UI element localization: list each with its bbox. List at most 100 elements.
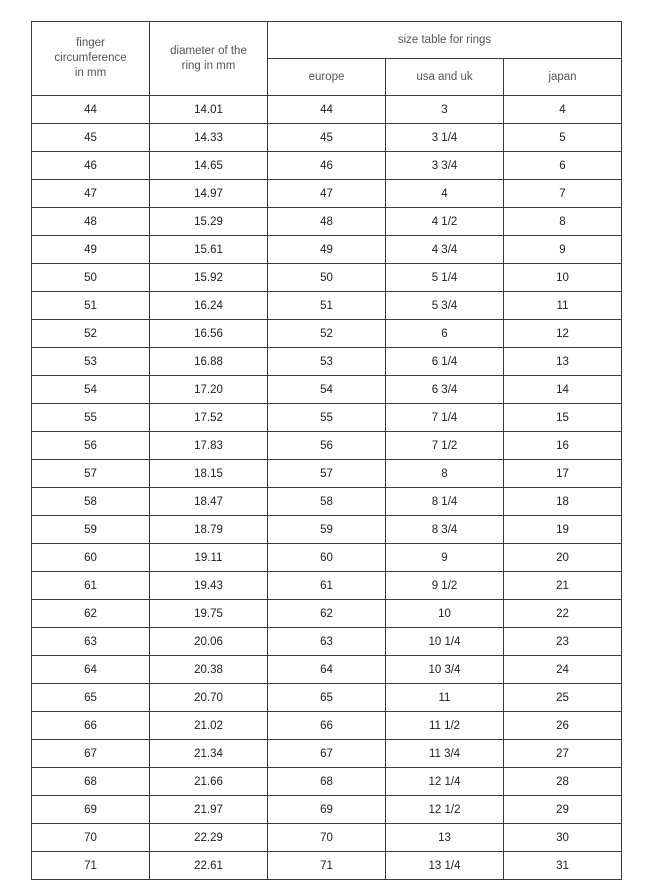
cell-japan: 23: [502, 627, 623, 656]
cell-diameter: 16.88: [149, 347, 268, 376]
cell-europe: 44: [267, 95, 386, 124]
cell-europe: 70: [267, 823, 386, 852]
cell-europe: 55: [267, 403, 386, 432]
cell-finger-circumference: 45: [31, 123, 150, 152]
cell-japan: 10: [502, 263, 623, 292]
cell-finger-circumference: 71: [31, 851, 150, 880]
cell-finger-circumference: 51: [31, 291, 150, 320]
cell-diameter: 19.43: [149, 571, 268, 600]
cell-europe: 49: [267, 235, 386, 264]
cell-europe: 63: [267, 627, 386, 656]
cell-usa-uk: 11 1/2: [385, 711, 504, 740]
cell-finger-circumference: 69: [31, 795, 150, 824]
table-row: 65 20.70 65 11 25: [31, 683, 623, 712]
table-row: 53 16.88 53 6 1/4 13: [31, 347, 623, 376]
cell-japan: 14: [502, 375, 623, 404]
cell-usa-uk: 9 1/2: [385, 571, 504, 600]
cell-diameter: 20.38: [149, 655, 268, 684]
cell-usa-uk: 13 1/4: [385, 851, 504, 880]
table-row: 61 19.43 61 9 1/2 21: [31, 571, 623, 600]
cell-diameter: 21.02: [149, 711, 268, 740]
cell-europe: 52: [267, 319, 386, 348]
cell-finger-circumference: 52: [31, 319, 150, 348]
header-europe: europe: [267, 58, 386, 96]
cell-japan: 15: [502, 403, 623, 432]
cell-europe: 58: [267, 487, 386, 516]
table-row: 64 20.38 64 10 3/4 24: [31, 655, 623, 684]
cell-europe: 46: [267, 151, 386, 180]
cell-finger-circumference: 46: [31, 151, 150, 180]
cell-japan: 25: [502, 683, 623, 712]
table-row: 47 14.97 47 4 7: [31, 179, 623, 208]
table-row: 69 21.97 69 12 1/2 29: [31, 795, 623, 824]
cell-diameter: 15.92: [149, 263, 268, 292]
table-row: 57 18.15 57 8 17: [31, 459, 623, 488]
cell-japan: 31: [502, 851, 623, 880]
cell-usa-uk: 12 1/2: [385, 795, 504, 824]
cell-europe: 51: [267, 291, 386, 320]
cell-finger-circumference: 61: [31, 571, 150, 600]
cell-diameter: 16.24: [149, 291, 268, 320]
cell-usa-uk: 8 1/4: [385, 487, 504, 516]
table-row: 48 15.29 48 4 1/2 8: [31, 207, 623, 236]
cell-japan: 5: [502, 123, 623, 152]
cell-europe: 57: [267, 459, 386, 488]
cell-finger-circumference: 59: [31, 515, 150, 544]
cell-diameter: 14.33: [149, 123, 268, 152]
cell-finger-circumference: 54: [31, 375, 150, 404]
table-row: 49 15.61 49 4 3/4 9: [31, 235, 623, 264]
cell-diameter: 16.56: [149, 319, 268, 348]
cell-usa-uk: 5 3/4: [385, 291, 504, 320]
cell-diameter: 21.97: [149, 795, 268, 824]
cell-finger-circumference: 66: [31, 711, 150, 740]
ring-size-table: finger circumference in mm diameter of t…: [31, 21, 623, 880]
cell-japan: 20: [502, 543, 623, 572]
cell-diameter: 21.34: [149, 739, 268, 768]
header-size-table-group: size table for rings: [266, 21, 623, 59]
cell-europe: 69: [267, 795, 386, 824]
cell-usa-uk: 8: [385, 459, 504, 488]
cell-diameter: 22.29: [149, 823, 268, 852]
cell-usa-uk: 7 1/2: [385, 431, 504, 460]
table-row: 71 22.61 71 13 1/4 31: [31, 851, 623, 880]
cell-finger-circumference: 53: [31, 347, 150, 376]
cell-usa-uk: 6 3/4: [385, 375, 504, 404]
cell-europe: 66: [267, 711, 386, 740]
cell-finger-circumference: 49: [31, 235, 150, 264]
cell-usa-uk: 11 3/4: [385, 739, 504, 768]
cell-usa-uk: 6: [385, 319, 504, 348]
cell-diameter: 15.61: [149, 235, 268, 264]
cell-diameter: 21.66: [149, 767, 268, 796]
cell-usa-uk: 6 1/4: [385, 347, 504, 376]
cell-europe: 61: [267, 571, 386, 600]
cell-usa-uk: 13: [385, 823, 504, 852]
cell-usa-uk: 11: [385, 683, 504, 712]
cell-diameter: 20.70: [149, 683, 268, 712]
cell-usa-uk: 3 1/4: [385, 123, 504, 152]
table-row: 56 17.83 56 7 1/2 16: [31, 431, 623, 460]
cell-diameter: 17.52: [149, 403, 268, 432]
cell-finger-circumference: 67: [31, 739, 150, 768]
cell-diameter: 19.75: [149, 599, 268, 628]
table-row: 70 22.29 70 13 30: [31, 823, 623, 852]
cell-japan: 24: [502, 655, 623, 684]
cell-japan: 7: [502, 179, 623, 208]
cell-usa-uk: 4: [385, 179, 504, 208]
cell-diameter: 18.47: [149, 487, 268, 516]
table-row: 58 18.47 58 8 1/4 18: [31, 487, 623, 516]
cell-usa-uk: 10 1/4: [385, 627, 504, 656]
cell-finger-circumference: 50: [31, 263, 150, 292]
cell-usa-uk: 12 1/4: [385, 767, 504, 796]
table-row: 50 15.92 50 5 1/4 10: [31, 263, 623, 292]
cell-diameter: 14.01: [149, 95, 268, 124]
table-row: 59 18.79 59 8 3/4 19: [31, 515, 623, 544]
cell-usa-uk: 4 3/4: [385, 235, 504, 264]
cell-europe: 45: [267, 123, 386, 152]
header-japan: japan: [502, 58, 623, 96]
cell-japan: 26: [502, 711, 623, 740]
cell-europe: 60: [267, 543, 386, 572]
cell-europe: 56: [267, 431, 386, 460]
table-row: 45 14.33 45 3 1/4 5: [31, 123, 623, 152]
table-row: 66 21.02 66 11 1/2 26: [31, 711, 623, 740]
table-row: 55 17.52 55 7 1/4 15: [31, 403, 623, 432]
